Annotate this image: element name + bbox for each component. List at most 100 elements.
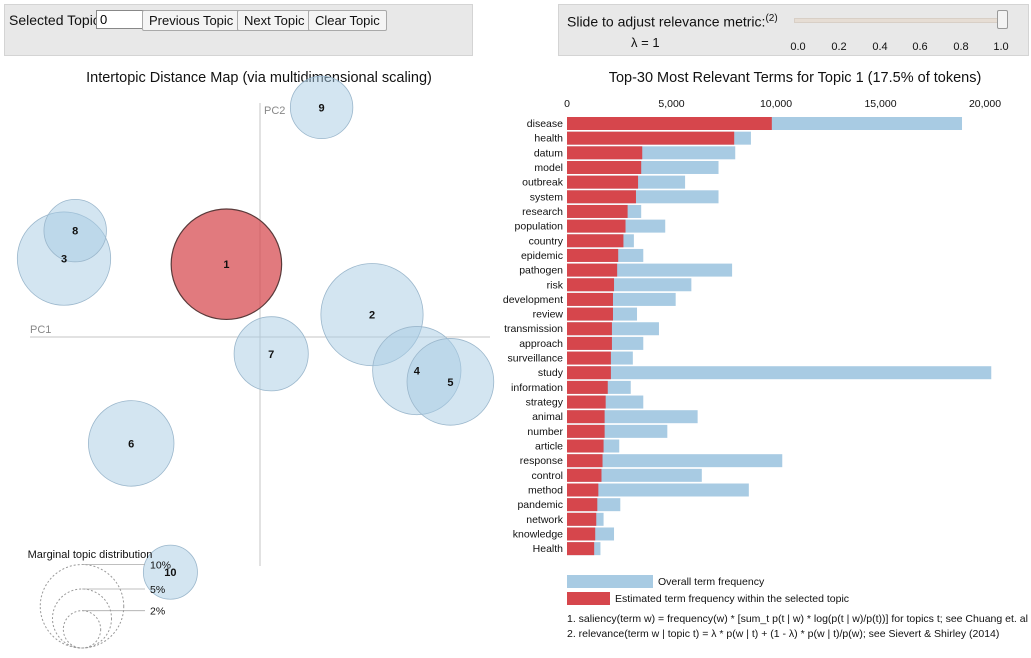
- overall-bar-study[interactable]: [567, 366, 992, 380]
- selected-topic-input[interactable]: [96, 10, 144, 29]
- topic-label-5: 5: [447, 377, 453, 389]
- topic-label-3: 3: [61, 254, 67, 266]
- estimated-bar-development[interactable]: [567, 292, 613, 306]
- topic-label-2: 2: [369, 310, 375, 322]
- estimated-bar-model[interactable]: [567, 160, 642, 174]
- topic-circle-10[interactable]: [142, 544, 198, 600]
- estimated-bar-research[interactable]: [567, 204, 628, 218]
- estimated-bar-animal[interactable]: [567, 410, 605, 424]
- estimated-bar-approach[interactable]: [567, 336, 612, 350]
- term-label-method[interactable]: method: [528, 485, 563, 497]
- term-label-system[interactable]: system: [530, 191, 564, 203]
- term-label-model[interactable]: model: [534, 162, 563, 174]
- topic-circles: [16, 75, 495, 600]
- topic-circle-5[interactable]: [406, 338, 495, 426]
- estimated-bar-population[interactable]: [567, 219, 626, 233]
- estimated-bar-information[interactable]: [567, 380, 608, 394]
- term-label-response[interactable]: response: [520, 455, 563, 467]
- slider-thumb[interactable]: [997, 10, 1008, 29]
- previous-topic-button[interactable]: Previous Topic: [142, 10, 241, 31]
- estimated-bar-network[interactable]: [567, 512, 597, 526]
- footnote-saliency: 1. saliency(term w) = frequency(w) * [su…: [567, 613, 1031, 625]
- term-label-study[interactable]: study: [538, 367, 564, 379]
- term-label-datum[interactable]: datum: [534, 147, 563, 159]
- pc1-label: PC1: [30, 324, 51, 336]
- estimated-bar-risk[interactable]: [567, 278, 615, 292]
- term-label-number[interactable]: number: [527, 426, 563, 438]
- term-label-review[interactable]: review: [533, 309, 564, 321]
- estimated-bar-disease[interactable]: [567, 117, 772, 130]
- marginal-legend-title: Marginal topic distribution: [28, 549, 153, 561]
- term-label-surveillance[interactable]: surveillance: [508, 353, 564, 365]
- legend-circle-2: [62, 610, 102, 649]
- estimated-bar-method[interactable]: [567, 483, 599, 497]
- topic-label-9: 9: [319, 102, 325, 114]
- term-label-disease[interactable]: disease: [527, 118, 563, 130]
- topic-circle-9[interactable]: [289, 75, 354, 140]
- bar-chart-title: Top-30 Most Relevant Terms for Topic 1 (…: [609, 70, 982, 86]
- term-label-epidemic[interactable]: epidemic: [521, 250, 563, 262]
- topic-circle-7[interactable]: [233, 316, 309, 392]
- term-label-strategy[interactable]: strategy: [526, 397, 564, 409]
- estimated-bar-article[interactable]: [567, 439, 604, 453]
- term-label-risk[interactable]: risk: [547, 279, 564, 291]
- estimated-bar-country[interactable]: [567, 234, 624, 248]
- estimated-bar-Health[interactable]: [567, 542, 595, 556]
- term-label-research[interactable]: research: [522, 206, 563, 218]
- estimated-bar-epidemic[interactable]: [567, 248, 619, 262]
- estimated-bar-study[interactable]: [567, 366, 611, 380]
- estimated-bar-system[interactable]: [567, 190, 636, 204]
- estimated-bar-response[interactable]: [567, 454, 603, 468]
- term-label-transmission[interactable]: transmission: [504, 323, 563, 335]
- clear-topic-button[interactable]: Clear Topic: [308, 10, 387, 31]
- estimated-bar-strategy[interactable]: [567, 395, 606, 409]
- mds-title: Intertopic Distance Map (via multidimens…: [86, 70, 432, 86]
- term-label-population[interactable]: population: [515, 221, 564, 233]
- topic-circle-8[interactable]: [43, 198, 107, 263]
- term-label-information[interactable]: information: [511, 382, 563, 394]
- lambda-value: λ = 1: [631, 35, 660, 50]
- estimated-bar-health[interactable]: [567, 131, 735, 145]
- overall-bar-response[interactable]: [567, 454, 783, 468]
- estimated-bar-surveillance[interactable]: [567, 351, 611, 365]
- topic-label-8: 8: [72, 226, 78, 238]
- estimated-bar-control[interactable]: [567, 468, 602, 482]
- slider-tick: 0.4: [872, 41, 888, 53]
- bar-x-tick: 15,000: [864, 98, 896, 110]
- slider-label-text: Slide to adjust relevance metric:: [567, 13, 766, 30]
- pc2-label: PC2: [264, 105, 285, 117]
- estimated-bar-number[interactable]: [567, 424, 605, 438]
- slider-tick: 0.6: [912, 41, 928, 53]
- term-label-development[interactable]: development: [503, 294, 563, 306]
- topic-circle-1[interactable]: [170, 208, 283, 321]
- estimated-bar-knowledge[interactable]: [567, 527, 596, 541]
- relevance-slider-panel: Slide to adjust relevance metric:(2) λ =…: [558, 4, 1029, 56]
- term-label-animal[interactable]: animal: [532, 411, 563, 423]
- topic-label-10: 10: [164, 567, 176, 579]
- estimated-bar-outbreak[interactable]: [567, 175, 639, 189]
- term-label-knowledge[interactable]: knowledge: [513, 528, 563, 540]
- term-label-approach[interactable]: approach: [519, 338, 563, 350]
- term-label-article[interactable]: article: [535, 441, 563, 453]
- term-label-network[interactable]: network: [526, 514, 564, 526]
- term-label-Health[interactable]: Health: [533, 543, 564, 555]
- term-bars: [567, 117, 992, 556]
- estimated-bar-review[interactable]: [567, 307, 613, 321]
- legend-size-label: 5%: [150, 584, 165, 596]
- estimated-bar-transmission[interactable]: [567, 322, 612, 336]
- overall-bar-method[interactable]: [567, 483, 749, 497]
- estimated-bar-datum[interactable]: [567, 146, 643, 160]
- slider-tick: 0.8: [953, 41, 969, 53]
- legend-circle-5: [51, 588, 113, 649]
- term-label-health[interactable]: health: [534, 133, 563, 145]
- term-label-country[interactable]: country: [529, 235, 564, 247]
- term-label-pandemic[interactable]: pandemic: [517, 499, 563, 511]
- estimated-bar-pathogen[interactable]: [567, 263, 618, 277]
- term-label-control[interactable]: control: [531, 470, 563, 482]
- term-label-pathogen[interactable]: pathogen: [519, 265, 563, 277]
- topic-controls: Selected Topic: Previous Topic Next Topi…: [4, 4, 473, 56]
- topic-circle-6[interactable]: [88, 400, 175, 487]
- estimated-bar-pandemic[interactable]: [567, 498, 598, 512]
- term-label-outbreak[interactable]: outbreak: [522, 177, 564, 189]
